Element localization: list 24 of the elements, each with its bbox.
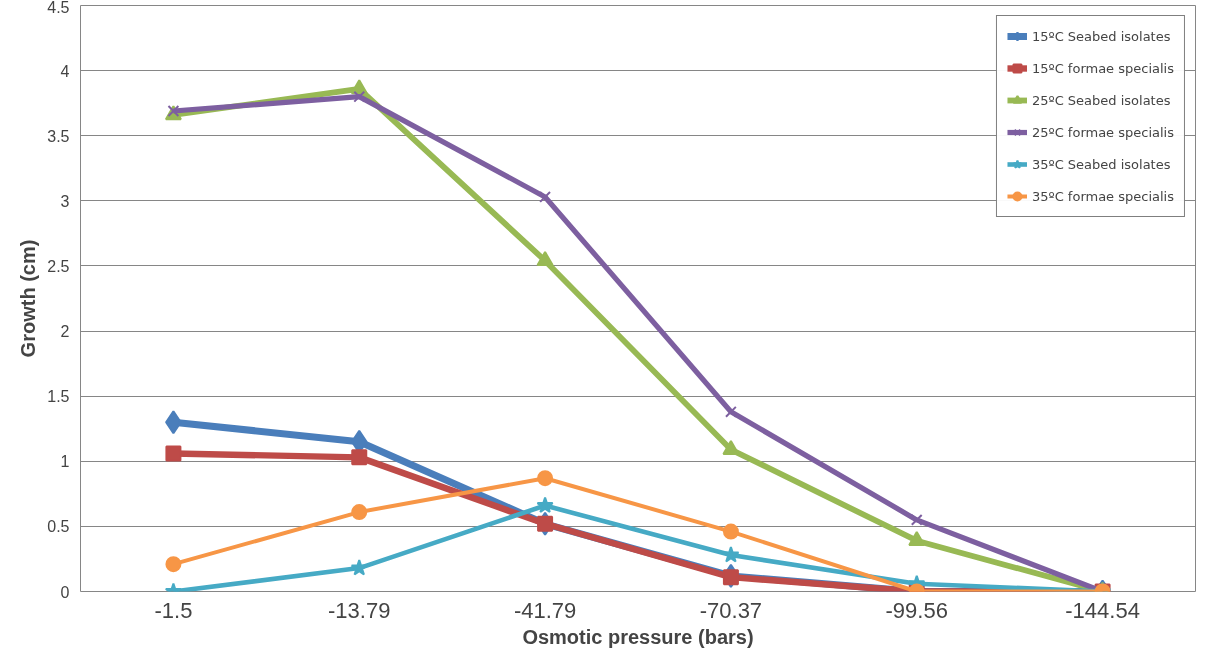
y-tick-label: 0 [60, 583, 70, 601]
legend-label: 35ºC formae specialis [1031, 188, 1174, 204]
x-axis-title: Osmotic pressure (bars) [522, 625, 754, 648]
x-tick-label: -1.5 [154, 597, 193, 623]
y-tick-label: 0.5 [47, 518, 70, 536]
x-tick-label: -13.79 [328, 597, 391, 623]
legend-label: 15ºC formae specialis [1031, 60, 1174, 76]
y-tick-label: 2 [60, 323, 70, 341]
legend-label: 15ºC Seabed isolates [1031, 28, 1171, 44]
x-tick-label: -144.54 [1065, 597, 1140, 623]
x-tick-label: -41.79 [513, 597, 577, 623]
y-tick-label: 2.5 [47, 257, 70, 275]
y-tick-label: 1.5 [47, 388, 70, 406]
x-tick-label: -99.56 [885, 597, 948, 623]
y-tick-label: 3.5 [47, 127, 70, 145]
y-tick-label: 1 [60, 453, 70, 471]
y-tick-label: 4.5 [47, 0, 70, 16]
legend-label: 25ºC Seabed isolates [1031, 92, 1171, 108]
y-axis-title: Growth (cm) [17, 239, 40, 358]
y-tick-label: 3 [60, 192, 70, 210]
x-tick-label: -70.37 [699, 597, 763, 623]
legend-label: 25ºC formae specialis [1031, 124, 1174, 140]
legend-label: 35ºC Seabed isolates [1031, 156, 1171, 172]
y-tick-label: 4 [60, 62, 70, 80]
